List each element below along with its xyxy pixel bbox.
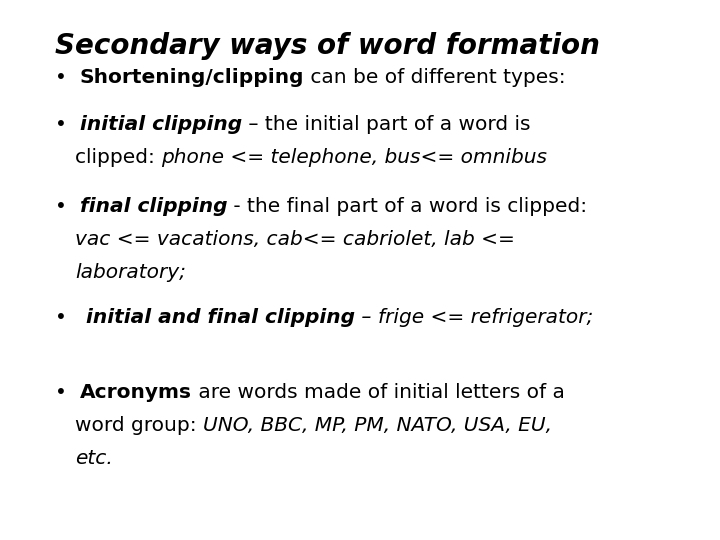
Text: etc.: etc. <box>75 449 113 468</box>
Text: •: • <box>55 383 80 402</box>
Text: Secondary ways of word formation: Secondary ways of word formation <box>55 32 600 60</box>
Text: are words made of initial letters of a: are words made of initial letters of a <box>192 383 564 402</box>
Text: •: • <box>55 197 80 216</box>
Text: can be of different types:: can be of different types: <box>304 68 566 87</box>
Text: initial clipping: initial clipping <box>80 115 242 134</box>
Text: laboratory;: laboratory; <box>75 263 186 282</box>
Text: initial and final clipping: initial and final clipping <box>86 308 355 327</box>
Text: UNO, BBC, MP, PM, NATO, USA, EU,: UNO, BBC, MP, PM, NATO, USA, EU, <box>203 416 552 435</box>
Text: frige <= refrigerator;: frige <= refrigerator; <box>378 308 593 327</box>
Text: - the final part of a word is clipped:: - the final part of a word is clipped: <box>227 197 588 216</box>
Text: vac <= vacations, cab<= cabriolet, lab <=: vac <= vacations, cab<= cabriolet, lab <… <box>75 230 515 249</box>
Text: – the initial part of a word is: – the initial part of a word is <box>242 115 530 134</box>
Text: clipped:: clipped: <box>75 148 161 167</box>
Text: •: • <box>55 68 80 87</box>
Text: •: • <box>55 115 80 134</box>
Text: Shortening/clipping: Shortening/clipping <box>80 68 304 87</box>
Text: •: • <box>55 308 86 327</box>
Text: word group:: word group: <box>75 416 203 435</box>
Text: –: – <box>355 308 378 327</box>
Text: final clipping: final clipping <box>80 197 227 216</box>
Text: phone <= telephone, bus<= omnibus: phone <= telephone, bus<= omnibus <box>161 148 547 167</box>
Text: Acronyms: Acronyms <box>80 383 192 402</box>
